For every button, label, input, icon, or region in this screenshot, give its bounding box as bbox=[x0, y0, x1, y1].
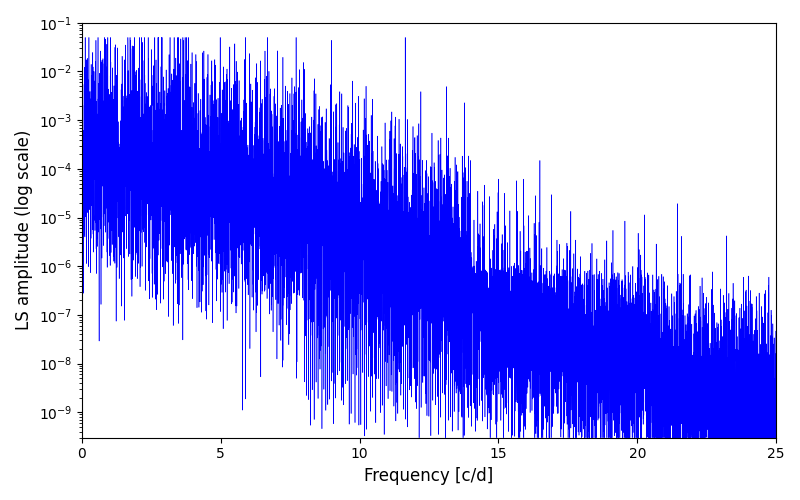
Y-axis label: LS amplitude (log scale): LS amplitude (log scale) bbox=[15, 130, 33, 330]
X-axis label: Frequency [c/d]: Frequency [c/d] bbox=[364, 467, 494, 485]
